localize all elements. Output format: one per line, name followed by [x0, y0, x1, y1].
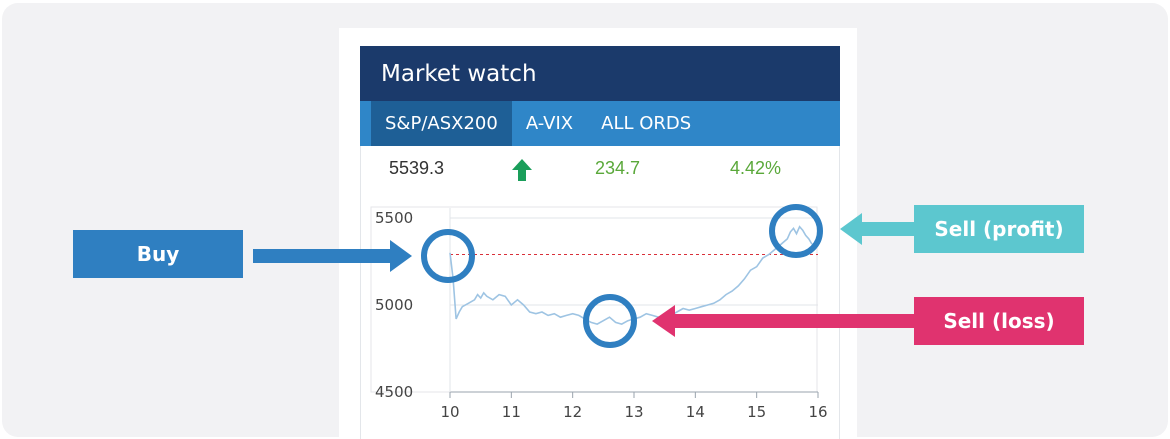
y-tick-label: 5500: [375, 209, 413, 227]
tab-all-ords[interactable]: ALL ORDS: [601, 113, 692, 134]
sell-profit-callout: Sell (profit): [914, 205, 1084, 253]
index-change: 234.7: [595, 158, 641, 178]
index-price: 5539.3: [389, 158, 445, 178]
y-tick-label: 4500: [375, 383, 413, 401]
index-tabs: S&P/ASX200 A-VIX ALL ORDS: [360, 101, 840, 146]
widget-title: Market watch: [360, 46, 840, 101]
x-tick-label: 12: [563, 403, 582, 421]
tab-a-vix[interactable]: A-VIX: [525, 113, 574, 134]
chart-area: 4500 5000 5500 10 11 12 13 14 15 16: [360, 191, 840, 439]
up-arrow-icon: [512, 159, 532, 181]
sell-loss-callout: Sell (loss): [914, 297, 1084, 345]
quote-row: 5539.3 234.7 4.42%: [360, 146, 840, 191]
buy-callout: Buy: [73, 230, 243, 278]
x-tick-label: 16: [808, 403, 827, 421]
plot-frame: [370, 206, 818, 393]
market-watch-widget: Market watch S&P/ASX200 A-VIX ALL ORDS 5…: [360, 46, 840, 191]
x-tick-label: 11: [502, 403, 521, 421]
y-tick-label: 5000: [375, 296, 413, 314]
x-tick-label: 10: [440, 403, 459, 421]
x-tick-label: 13: [624, 403, 643, 421]
x-tick-label: 14: [686, 403, 705, 421]
line-chart: 4500 5000 5500 10 11 12 13 14 15 16: [370, 206, 828, 421]
index-price-line: [449, 225, 813, 325]
x-tick-label: 15: [747, 403, 766, 421]
index-change-percent: 4.42%: [730, 158, 782, 178]
tab-sp-asx200[interactable]: S&P/ASX200: [371, 101, 512, 146]
